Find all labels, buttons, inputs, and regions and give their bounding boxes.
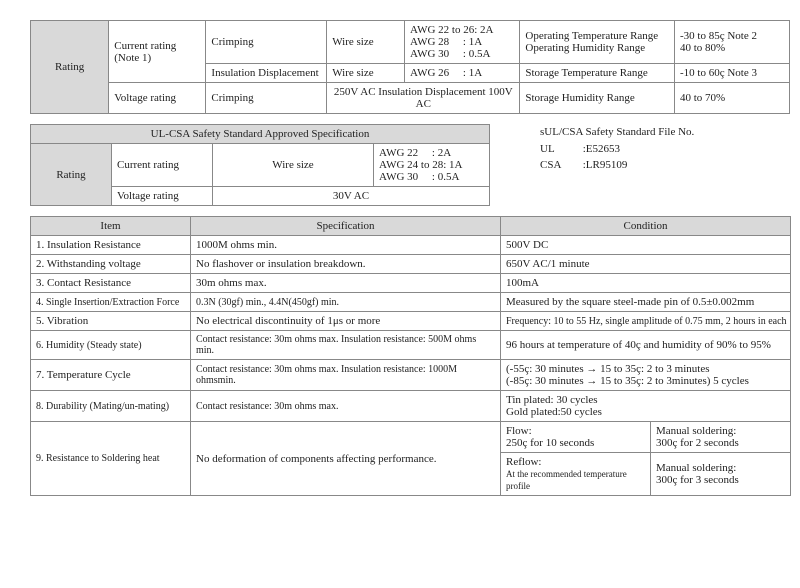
- wire-size-label: Wire size: [327, 21, 405, 64]
- wire-val: AWG 28 : 1A: [410, 36, 482, 48]
- spec: 0.3N (30gf) min., 4.4N(450gf) min.: [191, 293, 501, 312]
- env-st-t-v: -10 to 60ç Note 3: [674, 64, 789, 83]
- cond-cell: Manual soldering: 300ç for 2 seconds: [651, 422, 791, 453]
- rating-label: Rating: [31, 144, 112, 206]
- cond: Reflow:: [506, 456, 541, 468]
- current-rating-cell: Current rating (Note 1): [109, 21, 206, 83]
- cond: Flow:: [506, 425, 532, 437]
- wire-size-label: Wire size: [213, 144, 374, 187]
- cond-cell: (-55ç: 30 minutes → 15 to 35ç: 2 to 3 mi…: [501, 360, 791, 391]
- spec-row: 5. Vibration No electrical discontinuity…: [31, 312, 791, 331]
- cond: (-55ç: 30 minutes → 15 to 35ç: 2 to 3 mi…: [506, 363, 709, 375]
- env-st-h-v: 40 to 70%: [674, 83, 789, 114]
- wire-val: AWG 30 : 0.5A: [410, 48, 490, 60]
- item: 9. Resistance to Soldering heat: [31, 422, 191, 496]
- csa-value: :LR95109: [583, 159, 628, 171]
- env-labels-cell: Operating Temperature Range Operating Hu…: [520, 21, 675, 64]
- ul-csa-table: UL-CSA Safety Standard Approved Specific…: [30, 124, 490, 206]
- cond: 100mA: [501, 274, 791, 293]
- spec: Contact resistance: 30m ohms max.: [191, 391, 501, 422]
- spec-row: 7. Temperature Cycle Contact resistance:…: [31, 360, 791, 391]
- item: 3. Contact Resistance: [31, 274, 191, 293]
- cond-cell: Reflow: At the recommended temperature p…: [501, 453, 651, 496]
- wire-val: AWG 22 to 26: 2A: [410, 24, 493, 36]
- wire-val: AWG 26 : 1A: [405, 64, 520, 83]
- spec: Contact resistance: 30m ohms max. Insula…: [191, 331, 501, 360]
- wire-val: AWG 24 to 28: 1A: [379, 159, 462, 171]
- env-st-t: Storage Temperature Range: [520, 64, 675, 83]
- csa-label: CSA: [540, 157, 580, 174]
- ul-csa-title: UL-CSA Safety Standard Approved Specific…: [31, 125, 490, 144]
- spec: No deformation of components affecting p…: [191, 422, 501, 496]
- crimping-label: Crimping: [206, 21, 327, 64]
- crimping-label: Crimping: [206, 83, 327, 114]
- cond-cell: Tin plated: 30 cycles Gold plated:50 cyc…: [501, 391, 791, 422]
- insul-disp-label: Insulation Displacement: [206, 64, 327, 83]
- rating-table: Rating Current rating (Note 1) Crimping …: [30, 20, 790, 114]
- h-cond: Condition: [501, 217, 791, 236]
- item: 2. Withstanding voltage: [31, 255, 191, 274]
- wire-values-cell: AWG 22 to 26: 2A AWG 28 : 1A AWG 30 : 0.…: [405, 21, 520, 64]
- env-values-cell: -30 to 85ç Note 2 40 to 80%: [674, 21, 789, 64]
- cond: 650V AC/1 minute: [501, 255, 791, 274]
- voltage-value: 250V AC Insulation Displacement 100V AC: [327, 83, 520, 114]
- wire-val: AWG 22 : 2A: [379, 147, 451, 159]
- spec-row: 3. Contact Resistance 30m ohms max. 100m…: [31, 274, 791, 293]
- item: 7. Temperature Cycle: [31, 360, 191, 391]
- item: 4. Single Insertion/Extraction Force: [31, 293, 191, 312]
- spec-row: 2. Withstanding voltage No flashover or …: [31, 255, 791, 274]
- cond: 300ç for 3 seconds: [656, 474, 739, 486]
- spec: 1000M ohms min.: [191, 236, 501, 255]
- env-op-h-v: 40 to 80%: [680, 42, 725, 54]
- ul-value: :E52653: [583, 143, 620, 155]
- cond-cell: Manual soldering: 300ç for 3 seconds: [651, 453, 791, 496]
- cond: Measured by the square steel-made pin of…: [501, 293, 791, 312]
- item: 8. Durability (Mating/un-mating): [31, 391, 191, 422]
- note1-label: (Note 1): [114, 52, 151, 64]
- spec: No electrical discontinuity of 1μs or mo…: [191, 312, 501, 331]
- cond: Frequency: 10 to 55 Hz, single amplitude…: [501, 312, 791, 331]
- voltage-value: 30V AC: [213, 187, 490, 206]
- cond: Manual soldering:: [656, 425, 736, 437]
- spec: Contact resistance: 30m ohms max. Insula…: [191, 360, 501, 391]
- spec-row: 1. Insulation Resistance 1000M ohms min.…: [31, 236, 791, 255]
- rating-label: Rating: [31, 21, 109, 114]
- cond: 96 hours at temperature of 40ç and humid…: [501, 331, 791, 360]
- ul-label: UL: [540, 141, 580, 158]
- current-rating-label: Current rating: [114, 40, 176, 52]
- voltage-rating-label: Voltage rating: [112, 187, 213, 206]
- item: 1. Insulation Resistance: [31, 236, 191, 255]
- spec: 30m ohms max.: [191, 274, 501, 293]
- cond: 500V DC: [501, 236, 791, 255]
- env-op-h: Operating Humidity Range: [525, 42, 645, 54]
- env-op-t: Operating Temperature Range: [525, 30, 658, 42]
- wire-val: AWG 30 : 0.5A: [379, 171, 459, 183]
- spec-row: 4. Single Insertion/Extraction Force 0.3…: [31, 293, 791, 312]
- h-spec: Specification: [191, 217, 501, 236]
- cond: Tin plated: 30 cycles: [506, 394, 598, 406]
- voltage-rating-label: Voltage rating: [109, 83, 206, 114]
- cond-cell: Flow: 250ç for 10 seconds: [501, 422, 651, 453]
- env-op-t-v: -30 to 85ç Note 2: [680, 30, 757, 42]
- item: 6. Humidity (Steady state): [31, 331, 191, 360]
- item: 5. Vibration: [31, 312, 191, 331]
- current-rating-label: Current rating: [112, 144, 213, 187]
- file-number-block: sUL/CSA Safety Standard File No. UL :E52…: [540, 124, 694, 174]
- spec-row: 9. Resistance to Soldering heat No defor…: [31, 422, 791, 453]
- spec-row: 6. Humidity (Steady state) Contact resis…: [31, 331, 791, 360]
- spec: No flashover or insulation breakdown.: [191, 255, 501, 274]
- cond: 300ç for 2 seconds: [656, 437, 739, 449]
- cond: (-85ç: 30 minutes → 15 to 35ç: 2 to 3min…: [506, 375, 749, 387]
- file-title: sUL/CSA Safety Standard File No.: [540, 124, 694, 141]
- spec-row: 8. Durability (Mating/un-mating) Contact…: [31, 391, 791, 422]
- cond: Gold plated:50 cycles: [506, 406, 602, 418]
- wire-size-label: Wire size: [327, 64, 405, 83]
- spec-table: Item Specification Condition 1. Insulati…: [30, 216, 791, 496]
- h-item: Item: [31, 217, 191, 236]
- cond: At the recommended temperature profile: [506, 469, 627, 491]
- cond: 250ç for 10 seconds: [506, 437, 594, 449]
- env-st-h: Storage Humidity Range: [520, 83, 675, 114]
- wire-values-cell: AWG 22 : 2A AWG 24 to 28: 1A AWG 30 : 0.…: [374, 144, 490, 187]
- cond: Manual soldering:: [656, 462, 736, 474]
